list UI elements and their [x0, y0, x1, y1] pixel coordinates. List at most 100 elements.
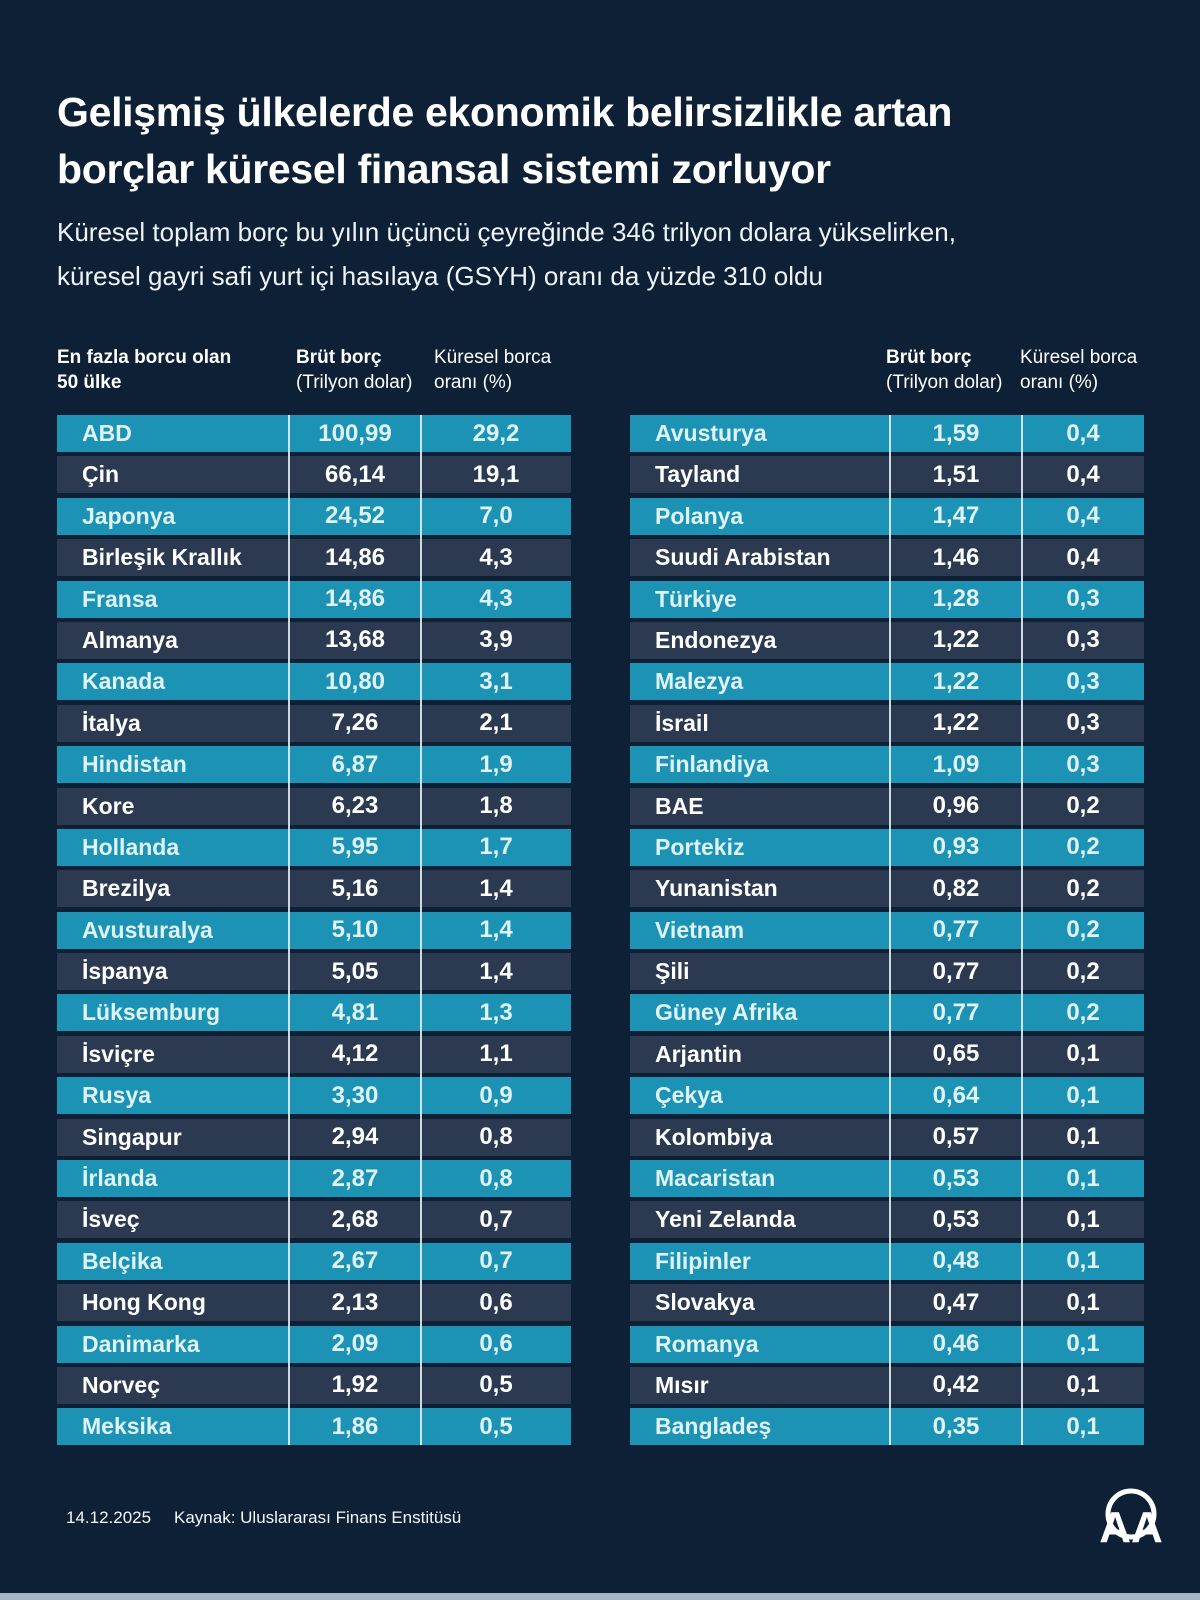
country-cell: BAE: [655, 792, 704, 819]
gross-debt-cell: 0,65: [932, 1040, 980, 1068]
gross-debt-cell: 3,30: [331, 1081, 379, 1109]
country-cell: İtalya: [82, 709, 141, 736]
country-cell: Türkiye: [655, 585, 737, 612]
debt-share-cell: 0,2: [1066, 998, 1100, 1026]
table-body-right: Avusturya 1,59 0,4 Tayland 1,51 0,4 Polanya 1,4…: [630, 415, 1144, 1446]
gross-debt-cell: 6,87: [331, 750, 379, 778]
debt-share-cell: 0,1: [1066, 1081, 1100, 1109]
debt-share-cell: 1,8: [479, 792, 513, 820]
gross-debt-cell: 2,09: [331, 1330, 379, 1358]
subtitle-line-1: Küresel toplam borç bu yılın üçüncü çeyr…: [57, 217, 956, 247]
table-row: Hollanda 5,95 1,7: [57, 828, 571, 866]
table-row: BAE 0,96 0,2: [630, 787, 1144, 825]
gross-debt-cell: 5,10: [331, 916, 379, 944]
table-row: Kore 6,23 1,8: [57, 787, 571, 825]
country-cell: Japonya: [82, 502, 176, 529]
country-cell: İspanya: [82, 958, 168, 985]
gross-debt-cell: 0,57: [932, 1123, 980, 1151]
table-row: Rusya 3,30 0,9: [57, 1077, 571, 1115]
debt-share-cell: 1,4: [479, 874, 513, 902]
gross-debt-cell: 6,23: [331, 792, 379, 820]
gross-debt-cell: 1,86: [331, 1412, 379, 1440]
table-row: Lüksemburg 4,81 1,3: [57, 994, 571, 1032]
table-row: İrlanda 2,87 0,8: [57, 1160, 571, 1198]
column-divider: [1021, 415, 1023, 1446]
debt-share-cell: 1,1: [479, 1040, 513, 1068]
debt-share-cell: 0,3: [1066, 667, 1100, 695]
gross-debt-cell: 1,92: [331, 1371, 379, 1399]
debt-share-cell: 0,9: [479, 1081, 513, 1109]
gross-debt-cell: 7,26: [331, 709, 379, 737]
gross-debt-cell: 13,68: [324, 626, 386, 654]
table-row: Singapur 2,94 0,8: [57, 1118, 571, 1156]
debt-share-cell: 0,8: [479, 1123, 513, 1151]
table-row: Tayland 1,51 0,4: [630, 456, 1144, 494]
debt-share-cell: 0,7: [479, 1247, 513, 1275]
gross-debt-cell: 14,86: [324, 543, 386, 571]
gross-debt-cell: 0,77: [932, 998, 980, 1026]
country-cell: Avusturya: [655, 420, 767, 446]
gross-debt-cell: 100,99: [318, 419, 392, 447]
title-line-2: borçlar küresel finansal sistemi zorluyo…: [57, 146, 831, 192]
country-cell: Yeni Zelanda: [655, 1206, 796, 1233]
gross-debt-cell: 2,94: [331, 1123, 379, 1151]
table-row: İsviçre 4,12 1,1: [57, 1035, 571, 1073]
gross-debt-cell: 5,05: [331, 957, 379, 985]
country-cell: Meksika: [82, 1413, 172, 1440]
debt-share-cell: 29,2: [472, 419, 520, 447]
gross-debt-cell: 0,96: [932, 792, 980, 820]
debt-share-cell: 0,6: [479, 1288, 513, 1316]
table-row: İsrail 1,22 0,3: [630, 704, 1144, 742]
debt-share-cell: 1,3: [479, 998, 513, 1026]
gross-debt-cell: 0,53: [932, 1205, 980, 1233]
country-cell: Çin: [82, 461, 120, 488]
table-row: Almanya 13,68 3,9: [57, 621, 571, 659]
gross-debt-cell: 4,81: [331, 998, 379, 1026]
debt-share-cell: 1,9: [479, 750, 513, 778]
debt-share-cell: 0,2: [1066, 833, 1100, 861]
table-row: Avusturya 1,59 0,4: [630, 415, 1144, 452]
table-row: Güney Afrika 0,77 0,2: [630, 994, 1144, 1032]
country-cell: Slovakya: [655, 1289, 755, 1316]
debt-share-cell: 2,1: [479, 709, 513, 737]
gross-debt-cell: 0,93: [932, 833, 980, 861]
country-cell: Hindistan: [82, 751, 187, 778]
column-header-gross-debt-right: Brüt borç (Trilyon dolar): [886, 347, 1003, 393]
country-cell: Kore: [82, 792, 135, 819]
country-cell: Mısır: [655, 1371, 709, 1398]
debt-share-cell: 0,8: [479, 1164, 513, 1192]
gross-debt-cell: 5,16: [331, 874, 379, 902]
debt-share-cell: 0,3: [1066, 626, 1100, 654]
debt-share-cell: 0,1: [1066, 1164, 1100, 1192]
debt-share-cell: 0,1: [1066, 1330, 1100, 1358]
gross-debt-cell: 1,22: [932, 667, 980, 695]
debt-share-cell: 3,9: [479, 626, 513, 654]
anadolu-agency-logo-icon: AA: [1099, 1488, 1163, 1552]
footer-date: 14.12.2025: [66, 1508, 152, 1527]
table-row: Mısır 0,42 0,1: [630, 1366, 1144, 1404]
gross-debt-cell: 4,12: [331, 1040, 379, 1068]
gross-debt-cell: 0,53: [932, 1164, 980, 1192]
table-row: Çekya 0,64 0,1: [630, 1077, 1144, 1115]
debt-share-cell: 0,4: [1066, 543, 1100, 571]
debt-table-left: ABD 100,99 29,2 Çin 66,14 19,1 Japonya 24,52 7,0…: [57, 415, 571, 1446]
country-cell: ABD: [82, 420, 132, 446]
debt-share-cell: 0,1: [1066, 1247, 1100, 1275]
debt-share-cell: 0,1: [1066, 1205, 1100, 1233]
table-row: Danimarka 2,09 0,6: [57, 1325, 571, 1363]
table-row: İspanya 5,05 1,4: [57, 953, 571, 991]
debt-share-cell: 0,4: [1066, 419, 1100, 447]
table-row: Filipinler 0,48 0,1: [630, 1242, 1144, 1280]
table-row: Belçika 2,67 0,7: [57, 1242, 571, 1280]
column-header-debt-share-left: Küresel borca oranı (%): [434, 347, 552, 393]
country-cell: İsviçre: [82, 1040, 155, 1067]
gross-debt-cell: 1,47: [932, 502, 980, 530]
country-cell: Hollanda: [82, 833, 180, 860]
gross-debt-cell: 5,95: [331, 833, 379, 861]
country-cell: Norveç: [82, 1371, 160, 1398]
country-cell: Romanya: [655, 1330, 759, 1357]
column-header-gross-debt-left: Brüt borç (Trilyon dolar): [296, 347, 413, 393]
country-cell: Avusturalya: [82, 916, 213, 943]
gross-debt-cell: 0,47: [932, 1288, 980, 1316]
